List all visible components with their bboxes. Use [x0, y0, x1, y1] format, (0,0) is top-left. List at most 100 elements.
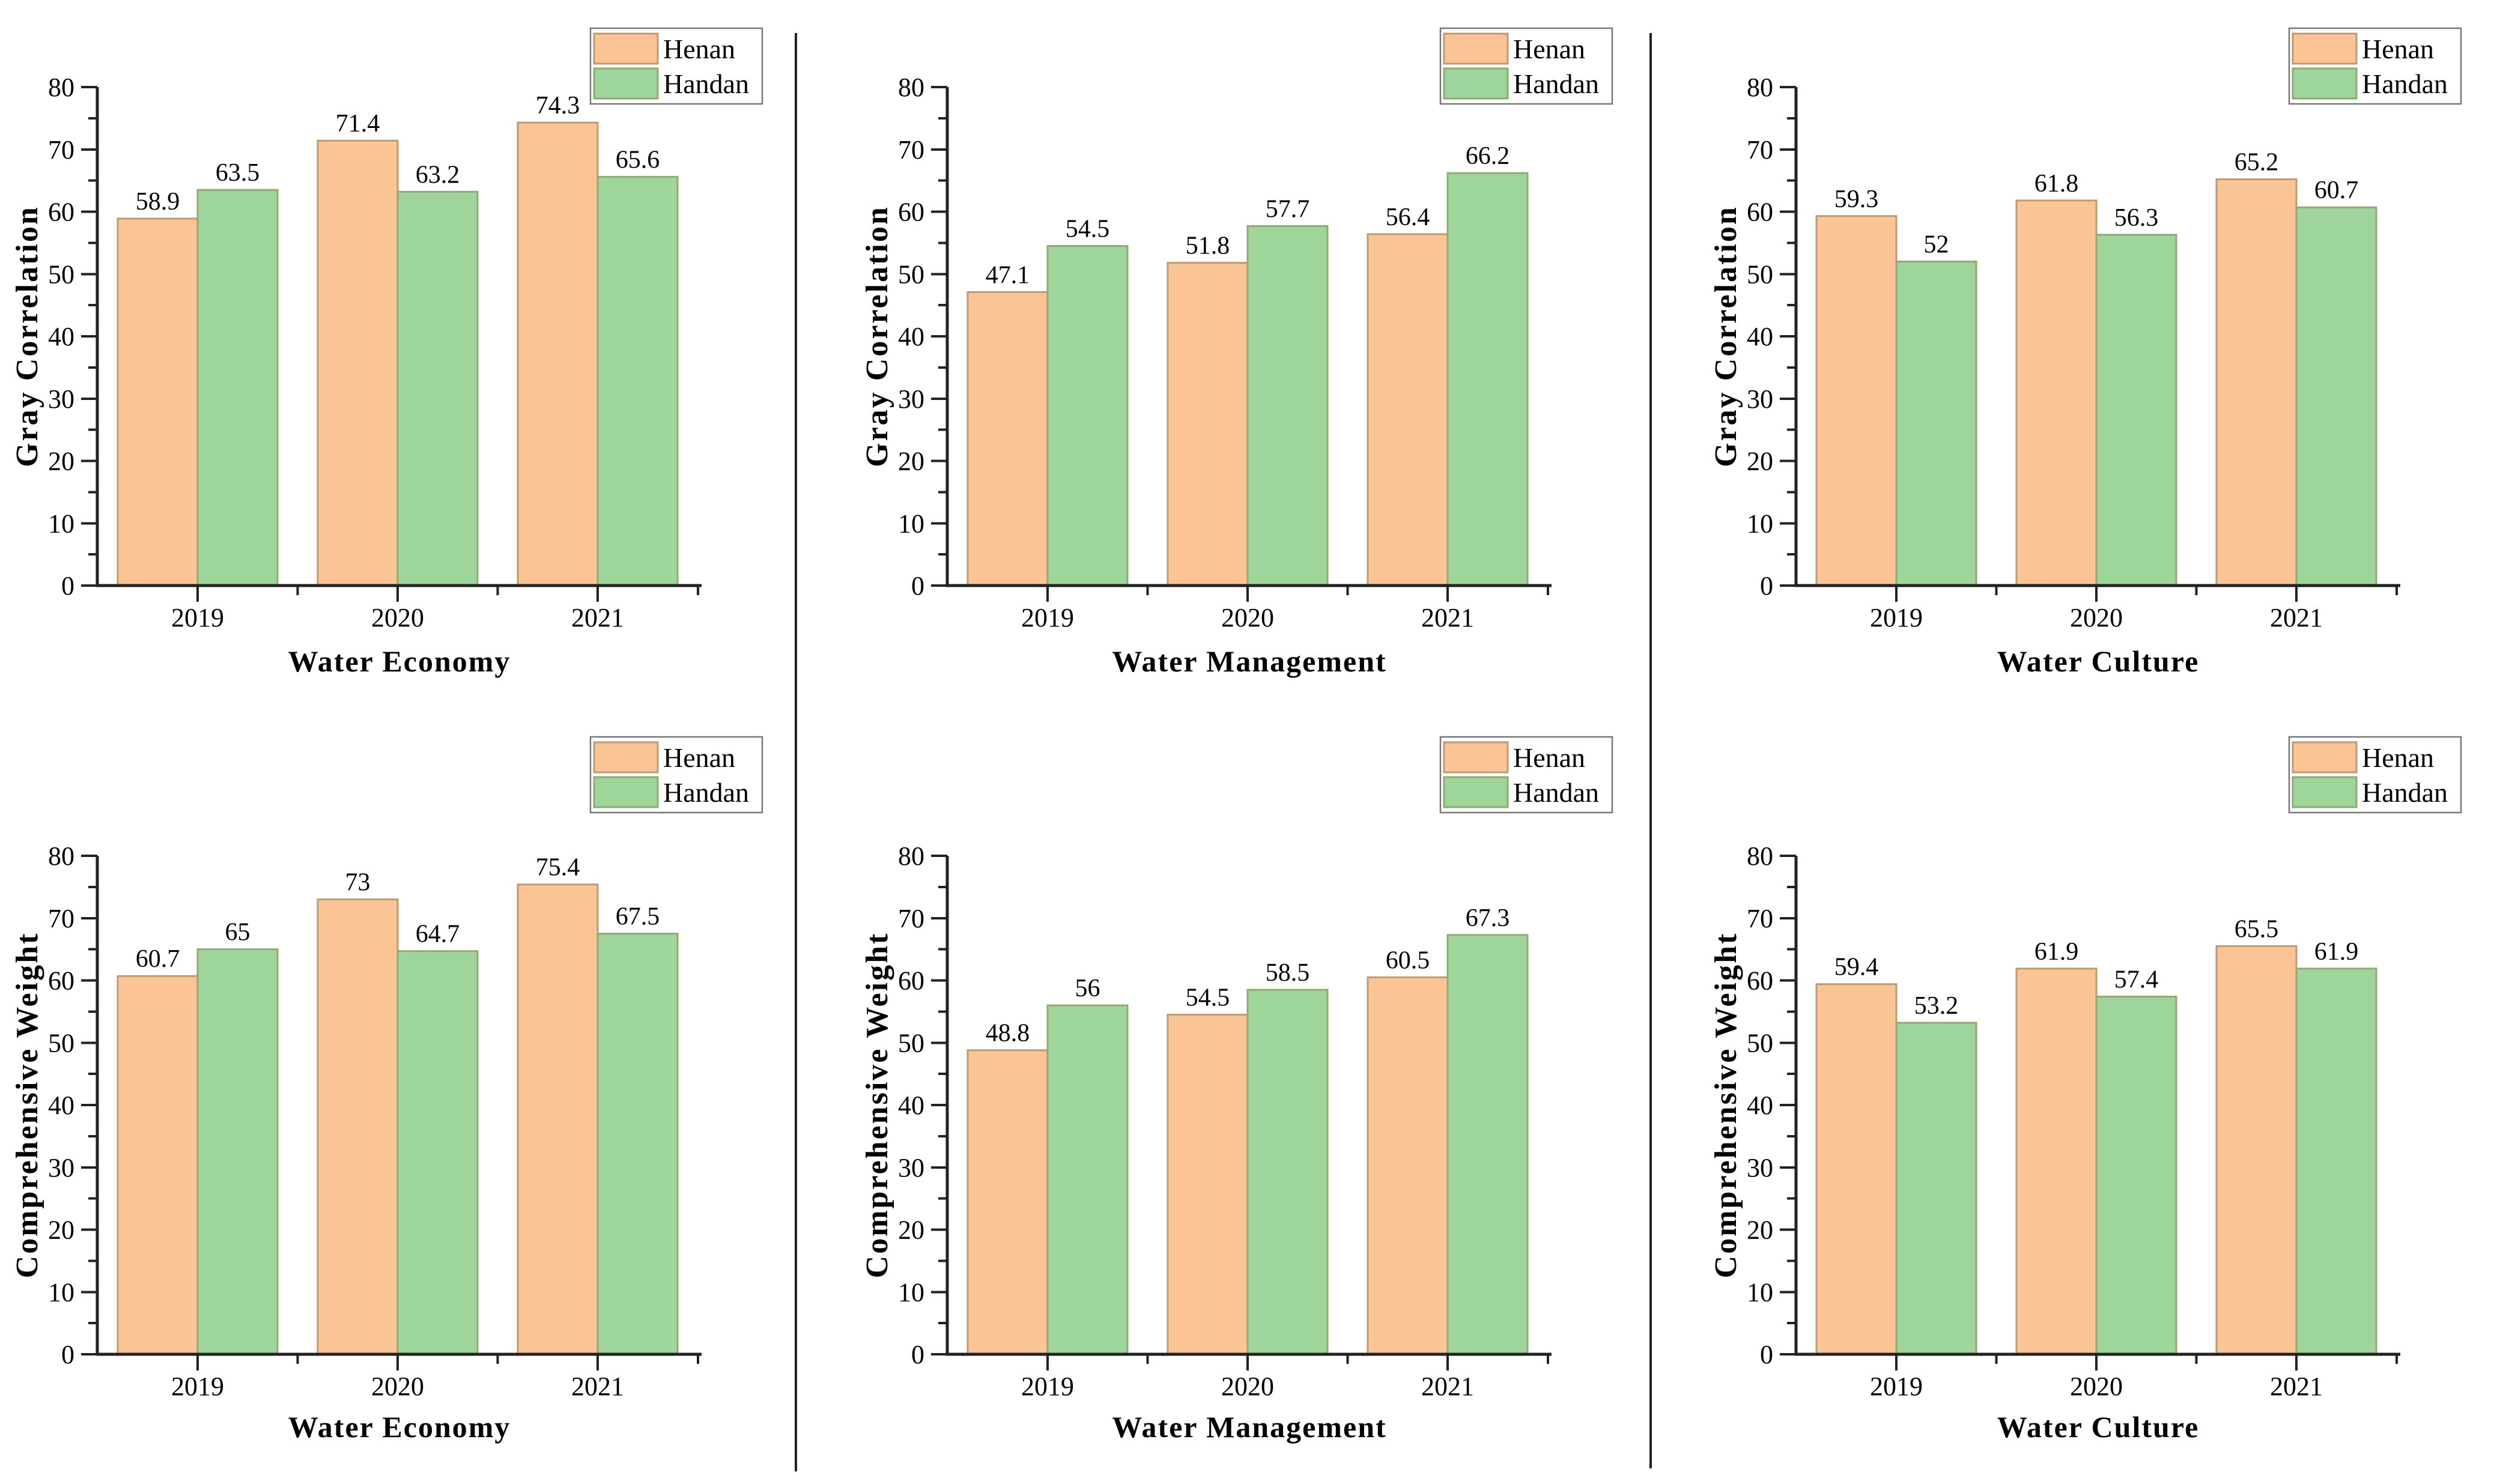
bar-value-label: 58.9 — [136, 188, 180, 216]
y-axis-title: Comprehensive Weight — [1709, 932, 1743, 1279]
bar-value-label: 56.4 — [1386, 204, 1430, 231]
y-tick-label: 60 — [898, 198, 924, 227]
bar-value-label: 57.7 — [1266, 195, 1310, 223]
chart-svg: 47.1 54.5 51.8 57.7 56.4 66.2 0 10 20 30 40 50 60 70 8… — [860, 27, 1613, 678]
y-tick-label: 0 — [1760, 571, 1773, 601]
y-tick-label: 30 — [898, 1153, 924, 1183]
y-tick-label: 40 — [48, 1091, 74, 1120]
y-tick-label: 70 — [898, 904, 924, 933]
x-axis-title: Water Culture — [1997, 644, 2200, 678]
bar-value-label: 53.2 — [1914, 992, 1959, 1020]
bar-value-label: 61.9 — [2314, 938, 2359, 966]
bar-value-label: 75.4 — [536, 854, 580, 882]
chart-svg: 58.9 63.5 71.4 63.2 74.3 65.6 0 10 20 30 40 50 60 70 8… — [10, 27, 763, 678]
y-tick-label: 0 — [61, 1340, 74, 1369]
bar-value-label: 54.5 — [1066, 216, 1110, 243]
bar-henan-2019 — [117, 217, 199, 587]
legend-label: Handan — [663, 777, 749, 808]
bar-value-label: 47.1 — [986, 261, 1030, 289]
y-axis-title: Gray Correlation — [10, 205, 44, 467]
bar-value-label: 65.6 — [616, 146, 660, 174]
bar-henan-2020 — [317, 898, 399, 1355]
y-tick-label: 10 — [1747, 1277, 1773, 1307]
legend-label: Handan — [2362, 68, 2448, 99]
y-tick-label: 50 — [1747, 259, 1773, 289]
bar-henan-2020 — [1167, 262, 1249, 587]
x-tick-label: 2019 — [1870, 1372, 1923, 1401]
bar-value-label: 67.3 — [1466, 904, 1510, 932]
bar-henan-2019 — [966, 1049, 1049, 1355]
chart-panel-comprehensive-weight-water-economy: 60.7 65 73 64.7 75.4 67.5 0 10 20 30 40 50 60 70 80 201… — [0, 721, 831, 1484]
bar-handan-2020 — [2095, 995, 2177, 1355]
legend-label: Henan — [2362, 34, 2434, 64]
bar-handan-2019 — [196, 948, 279, 1355]
y-tick-label: 40 — [898, 1091, 924, 1120]
bar-value-label: 61.9 — [2034, 938, 2079, 966]
bar-value-label: 54.5 — [1186, 984, 1230, 1012]
legend-swatch-handan — [593, 67, 659, 100]
bar-henan-2020 — [2015, 199, 2098, 587]
bar-henan-2021 — [1367, 976, 1449, 1355]
y-tick-label: 40 — [1747, 1091, 1773, 1120]
y-tick-label: 70 — [1747, 135, 1773, 165]
y-tick-label: 0 — [61, 571, 74, 601]
x-axis-title: Water Economy — [288, 1410, 511, 1444]
column-divider-2 — [1649, 33, 1652, 1468]
bar-value-label: 58.5 — [1266, 959, 1310, 987]
y-tick-label: 30 — [898, 384, 924, 414]
y-tick-label: 20 — [1747, 1216, 1773, 1245]
legend-swatch-handan — [2292, 67, 2358, 100]
legend-swatch-handan — [593, 776, 659, 808]
chart-svg: 60.7 65 73 64.7 75.4 67.5 0 10 20 30 40 50 60 70 80 201… — [10, 736, 763, 1444]
bar-henan-2019 — [117, 975, 199, 1355]
bar-value-label: 59.4 — [1834, 954, 1879, 981]
legend-label: Henan — [2362, 742, 2434, 773]
y-tick-label: 20 — [898, 447, 924, 476]
bar-value-label: 67.5 — [616, 903, 660, 931]
y-tick-label: 0 — [911, 1340, 924, 1369]
y-axis-title: Gray Correlation — [860, 205, 894, 467]
legend-swatch-henan — [1443, 32, 1509, 65]
bar-henan-2019 — [1815, 215, 1898, 587]
bar-value-label: 63.2 — [416, 161, 460, 189]
x-axis-title: Water Management — [1112, 1410, 1386, 1444]
x-tick-label: 2019 — [1021, 1372, 1074, 1401]
x-tick-label: 2020 — [2070, 603, 2123, 632]
y-tick-label: 80 — [898, 73, 924, 102]
chart-panel-gray-correlation-water-economy: 58.9 63.5 71.4 63.2 74.3 65.6 0 10 20 30 40 50 60 70 8… — [0, 0, 831, 742]
bar-henan-2021 — [2215, 178, 2298, 587]
legend-label: Henan — [663, 742, 735, 773]
y-tick-label: 30 — [48, 384, 74, 414]
y-tick-label: 20 — [898, 1216, 924, 1245]
bar-value-label: 51.8 — [1186, 232, 1230, 260]
bar-value-label: 73 — [345, 869, 371, 897]
chart-panel-gray-correlation-water-culture: 59.3 52 61.8 56.3 65.2 60.7 0 10 20 30 40 50 60 70 80 2… — [1699, 0, 2494, 742]
y-tick-label: 20 — [1747, 447, 1773, 476]
bar-handan-2020 — [1246, 989, 1329, 1355]
x-tick-label: 2021 — [1421, 1372, 1474, 1401]
chart-svg: 59.4 53.2 61.9 57.4 65.5 61.9 0 10 20 30 40 50 60 70 8… — [1709, 736, 2462, 1444]
y-tick-label: 60 — [48, 198, 74, 227]
x-axis-title: Water Culture — [1997, 1410, 2200, 1444]
x-axis-title: Water Economy — [288, 644, 511, 678]
bar-handan-2021 — [596, 175, 679, 587]
y-tick-label: 20 — [48, 1216, 74, 1245]
y-tick-label: 10 — [1747, 509, 1773, 538]
bar-value-label: 59.3 — [1834, 186, 1879, 213]
bar-value-label: 71.4 — [336, 110, 380, 138]
x-tick-label: 2020 — [1221, 1372, 1274, 1401]
x-tick-label: 2019 — [1021, 603, 1074, 632]
y-axis-title: Comprehensive Weight — [860, 932, 894, 1279]
y-tick-label: 70 — [1747, 904, 1773, 933]
x-tick-label: 2021 — [2270, 1372, 2323, 1401]
y-tick-label: 40 — [898, 322, 924, 351]
bar-handan-2021 — [1446, 934, 1529, 1355]
bar-henan-2021 — [517, 883, 599, 1355]
y-tick-label: 80 — [1747, 841, 1773, 871]
bar-henan-2021 — [2215, 945, 2298, 1355]
bar-handan-2019 — [1046, 1004, 1129, 1355]
y-axis-title: Comprehensive Weight — [10, 932, 44, 1279]
bar-henan-2020 — [2015, 968, 2098, 1355]
bar-value-label: 64.7 — [416, 921, 460, 948]
bar-value-label: 60.7 — [136, 945, 180, 973]
